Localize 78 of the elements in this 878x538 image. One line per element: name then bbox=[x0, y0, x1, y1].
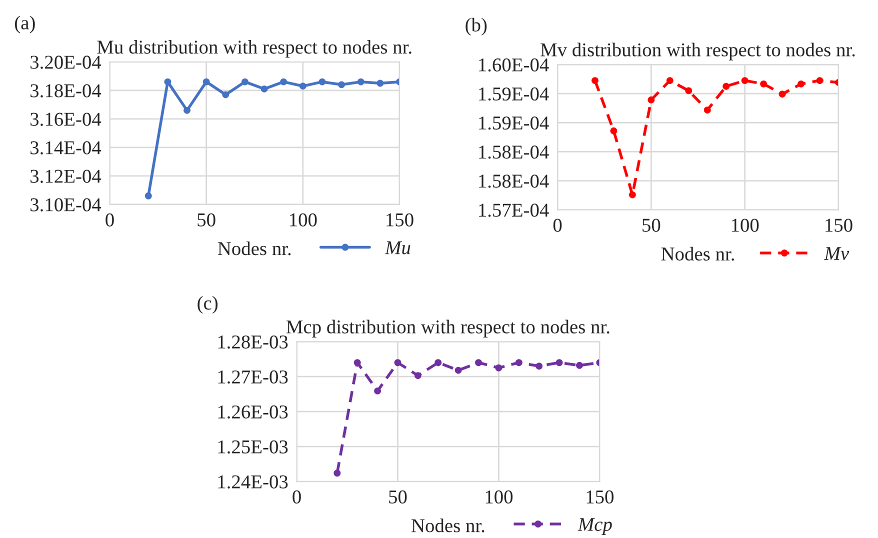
y-tick-label: 3.12E-04 bbox=[30, 170, 102, 183]
y-tick-label: 3.14E-04 bbox=[30, 141, 102, 154]
x-tick-label: 100 bbox=[290, 213, 317, 226]
text: (a) bbox=[14, 16, 35, 34]
x-tick-label: 150 bbox=[586, 490, 614, 504]
point bbox=[354, 359, 361, 366]
point bbox=[816, 77, 824, 84]
point bbox=[648, 96, 655, 104]
point bbox=[334, 470, 341, 477]
point bbox=[760, 80, 768, 88]
point bbox=[434, 359, 442, 366]
x-tick-label: 100 bbox=[486, 490, 513, 504]
point bbox=[376, 80, 384, 87]
point bbox=[394, 359, 402, 366]
x-tick-label: 150 bbox=[826, 218, 852, 232]
point bbox=[299, 82, 306, 90]
y-tick-label: 3.18E-04 bbox=[30, 84, 102, 98]
point bbox=[610, 127, 618, 134]
x-tick-label: 50 bbox=[198, 213, 216, 226]
point bbox=[475, 359, 482, 366]
point bbox=[202, 78, 210, 86]
x-tick-label: 50 bbox=[642, 218, 660, 232]
point bbox=[164, 78, 172, 86]
point bbox=[414, 372, 422, 380]
y-tick-label: 3.20E-04 bbox=[30, 56, 102, 69]
point bbox=[280, 78, 288, 86]
point bbox=[495, 364, 502, 372]
y-tick-label: 1.24E-03 bbox=[218, 475, 288, 489]
x-axis-title: Nodes nr. bbox=[412, 518, 484, 532]
point bbox=[666, 77, 674, 84]
point bbox=[576, 362, 583, 369]
x-tick-label: 150 bbox=[386, 213, 414, 226]
chart-title: Mcp distribution with respect to nodes nr. bbox=[286, 320, 610, 338]
point bbox=[798, 80, 804, 88]
point bbox=[260, 85, 268, 92]
point bbox=[778, 90, 786, 98]
y-tick-label: 1.28E-03 bbox=[218, 335, 288, 349]
point bbox=[515, 359, 522, 366]
x-tick-label: 0 bbox=[553, 218, 562, 232]
point bbox=[241, 78, 248, 86]
point bbox=[704, 106, 711, 114]
y-tick-label: 1.57E-04 bbox=[479, 204, 549, 217]
point bbox=[357, 78, 364, 86]
y-tick-label: 1.58E-04 bbox=[479, 174, 549, 188]
point bbox=[374, 387, 382, 394]
x-tick-label: 100 bbox=[732, 218, 759, 232]
x-tick-label: 0 bbox=[292, 490, 301, 504]
point bbox=[592, 77, 598, 84]
point bbox=[536, 362, 543, 370]
x-tick-label: 50 bbox=[389, 490, 407, 504]
text: (c) bbox=[198, 296, 218, 314]
y-tick-label: 1.27E-03 bbox=[218, 370, 288, 384]
point bbox=[722, 82, 730, 90]
y-tick-label: 1.25E-03 bbox=[218, 440, 288, 454]
x-axis-title: Nodes nr. bbox=[218, 242, 291, 256]
legend-label: Mu bbox=[384, 241, 410, 254]
legend-label: Mv bbox=[824, 247, 850, 260]
y-tick-label: 1.59E-04 bbox=[479, 87, 549, 101]
x-axis-title: Nodes nr. bbox=[661, 246, 734, 261]
point bbox=[556, 359, 563, 366]
y-tick-label: 1.60E-04 bbox=[479, 58, 549, 72]
text: (b) bbox=[466, 18, 487, 36]
point bbox=[222, 91, 230, 98]
point bbox=[338, 81, 346, 88]
y-tick-label: 3.10E-04 bbox=[30, 198, 102, 212]
point bbox=[184, 106, 190, 114]
point bbox=[628, 191, 636, 198]
x-tick-label: 0 bbox=[106, 213, 114, 226]
y-tick-label: 1.26E-03 bbox=[218, 405, 288, 419]
point bbox=[318, 78, 326, 86]
point bbox=[144, 192, 152, 200]
y-tick-label: 1.58E-04 bbox=[479, 146, 549, 159]
point bbox=[685, 87, 692, 94]
y-tick-label: 1.59E-04 bbox=[479, 116, 549, 130]
y-tick-label: 3.16E-04 bbox=[30, 112, 102, 126]
point bbox=[741, 77, 748, 84]
point bbox=[454, 366, 462, 374]
legend-label: Mcp bbox=[578, 518, 612, 535]
